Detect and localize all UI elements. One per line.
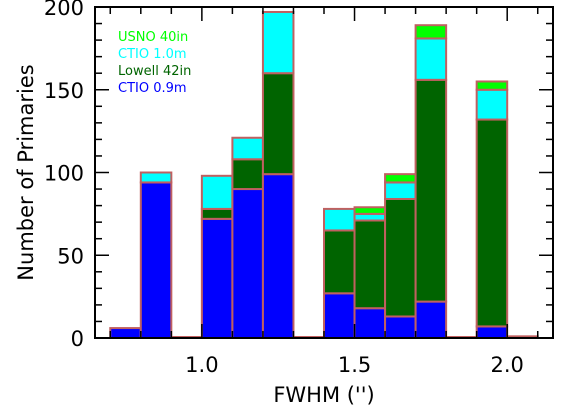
x-tick-label: 1.5 bbox=[338, 353, 371, 377]
bar-usno-40in-bin-9 bbox=[384, 173, 417, 184]
bar-ctio-1-0m-bin-3 bbox=[200, 174, 234, 210]
bar-ctio-1-0m-bin-12 bbox=[475, 88, 509, 121]
ticks-group bbox=[95, 6, 553, 339]
bar-ctio-0-9m-bin-10 bbox=[414, 300, 448, 339]
bars-group bbox=[109, 10, 539, 340]
bar-lowell-42in-bin-10 bbox=[414, 78, 448, 303]
tick-labels-group: 1.0 1.5 2.0 0 50 100 150 200 bbox=[44, 0, 524, 377]
bar-ctio-0-9m-bin-9 bbox=[384, 315, 417, 339]
legend: USNO 40in CTIO 1.0m Lowell 42in CTIO 0.9m bbox=[118, 30, 191, 96]
bar-lowell-42in-bin-8 bbox=[353, 219, 387, 310]
bar-lowell-42in-bin-3 bbox=[200, 207, 234, 220]
x-tick-label: 1.0 bbox=[185, 353, 218, 377]
bar-ctio-0-9m-bin-8 bbox=[353, 307, 387, 339]
y-axis-label: Number of Primaries bbox=[14, 64, 38, 280]
legend-entry-lowell-42in: Lowell 42in bbox=[118, 64, 191, 79]
legend-entry-ctio-0-9m: CTIO 0.9m bbox=[118, 81, 187, 96]
bar-ctio-0-9m-bin-5 bbox=[261, 173, 295, 339]
x-tick-label: 2.0 bbox=[490, 353, 523, 377]
y-tick-label: 200 bbox=[44, 0, 84, 20]
bar-ctio-0-9m-bin-3 bbox=[200, 217, 234, 339]
x-axis-label: FWHM ('') bbox=[273, 383, 374, 407]
bar-ctio-1-0m-bin-4 bbox=[231, 136, 264, 161]
bar-usno-40in-bin-8 bbox=[353, 206, 387, 215]
legend-entry-ctio-1-0m: CTIO 1.0m bbox=[118, 47, 187, 62]
y-tick-label: 100 bbox=[44, 162, 84, 186]
legend-entry-usno-40in: USNO 40in bbox=[118, 30, 188, 45]
bar-ctio-1-0m-bin-5 bbox=[261, 10, 295, 75]
bar-lowell-42in-bin-5 bbox=[261, 72, 295, 176]
y-tick-label: 150 bbox=[44, 79, 84, 103]
bar-ctio-1-0m-bin-1 bbox=[139, 171, 173, 184]
bar-lowell-42in-bin-9 bbox=[384, 197, 417, 318]
bar-ctio-0-9m-bin-1 bbox=[139, 181, 173, 339]
bar-ctio-1-0m-bin-7 bbox=[323, 207, 356, 232]
bar-lowell-42in-bin-4 bbox=[231, 158, 264, 191]
bar-ctio-0-9m-bin-12 bbox=[475, 325, 509, 340]
bar-ctio-1-0m-bin-10 bbox=[414, 37, 448, 81]
y-tick-label: 0 bbox=[71, 327, 84, 351]
bar-lowell-42in-bin-12 bbox=[475, 118, 509, 328]
bar-ctio-0-9m-bin-4 bbox=[231, 188, 264, 339]
bar-ctio-1-0m-bin-9 bbox=[384, 181, 417, 200]
bar-ctio-0-9m-bin-0 bbox=[109, 327, 142, 340]
bar-usno-40in-bin-10 bbox=[414, 24, 448, 40]
bar-ctio-0-9m-bin-7 bbox=[323, 292, 356, 340]
bar-usno-40in-bin-12 bbox=[475, 80, 509, 91]
y-tick-label: 50 bbox=[57, 244, 84, 268]
bar-lowell-42in-bin-7 bbox=[323, 229, 356, 295]
